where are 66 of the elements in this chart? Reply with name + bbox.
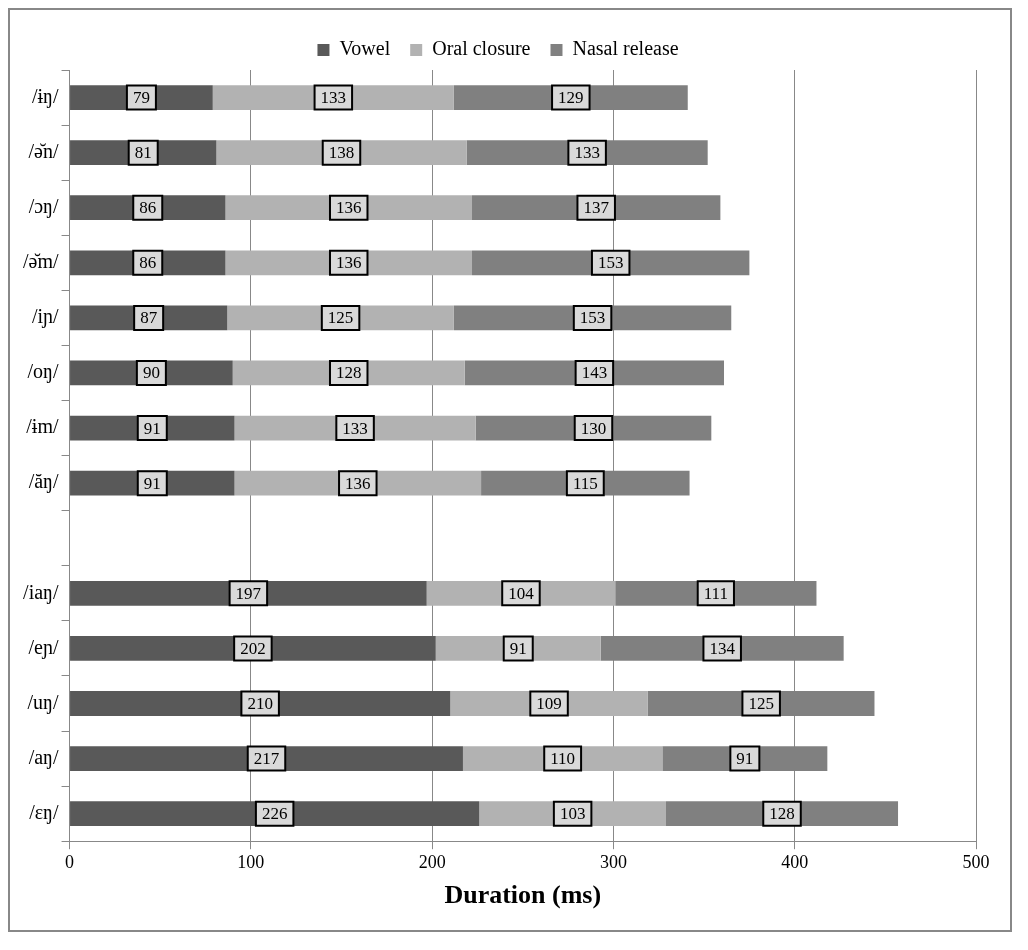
data-label: 91 [736, 749, 754, 769]
data-label: 104 [508, 583, 535, 603]
data-label: 136 [335, 253, 362, 273]
data-label: 125 [748, 693, 774, 713]
y-tick-label: /uŋ/ [27, 690, 59, 714]
y-tick-label: /ăŋ/ [28, 470, 59, 494]
data-label: 133 [342, 418, 368, 438]
legend-label: Oral closure [432, 37, 531, 60]
x-tick-label: 300 [599, 851, 627, 872]
data-label: 136 [335, 198, 362, 218]
data-label: 153 [597, 253, 624, 273]
data-label: 86 [139, 198, 157, 218]
data-label: 115 [572, 473, 598, 493]
y-tick-label: /iɲ/ [31, 305, 59, 329]
data-label: 134 [709, 638, 736, 658]
x-tick-label: 400 [781, 851, 809, 872]
y-tick-label: /ə̆n/ [28, 139, 59, 162]
data-label: 91 [143, 473, 161, 493]
data-label: 133 [320, 88, 347, 108]
bar [70, 636, 436, 661]
data-label: 81 [134, 143, 152, 163]
data-label: 197 [235, 583, 262, 603]
data-label: 226 [261, 804, 288, 824]
data-label: 79 [132, 88, 150, 108]
legend-label: Vowel [339, 37, 391, 60]
bar [70, 801, 480, 827]
data-label: 133 [574, 143, 600, 163]
data-label: 86 [139, 253, 157, 273]
data-label: 103 [559, 804, 586, 824]
y-tick-label: /iaŋ/ [23, 580, 59, 604]
x-tick-label: 500 [962, 851, 990, 872]
data-label: 217 [253, 749, 280, 769]
y-tick-label: /ɛŋ/ [29, 800, 59, 824]
x-tick-label: 100 [237, 851, 265, 872]
data-label: 128 [769, 804, 795, 824]
y-tick-label: /ɨm/ [26, 415, 59, 438]
data-label: 90 [142, 363, 160, 383]
data-label: 210 [247, 693, 273, 713]
data-label: 202 [240, 638, 266, 658]
bar [70, 691, 451, 716]
x-axis-title: Duration (ms) [444, 880, 602, 910]
y-tick-label: /ɨŋ/ [31, 84, 59, 108]
data-label: 137 [583, 198, 610, 218]
data-label: 111 [703, 583, 728, 603]
data-label: 129 [558, 88, 584, 108]
y-tick-label: /ɔŋ/ [28, 194, 59, 218]
data-label: 91 [143, 418, 161, 438]
data-label: 138 [328, 143, 355, 163]
data-label: 125 [327, 308, 354, 328]
data-label: 136 [345, 473, 371, 493]
y-tick-label: /oŋ/ [27, 360, 59, 384]
data-label: 109 [536, 693, 562, 713]
x-tick-label: 0 [65, 851, 75, 872]
y-tick-label: /ə̆m/ [23, 250, 59, 273]
legend-label: Nasal release [572, 37, 679, 60]
y-tick-label: /aŋ/ [28, 745, 59, 769]
bar [70, 746, 463, 771]
data-label: 87 [140, 308, 158, 328]
y-tick-label: /eɲ/ [28, 635, 59, 659]
data-label: 130 [580, 418, 607, 438]
data-label: 143 [581, 363, 608, 383]
data-label: 153 [579, 308, 606, 328]
data-label: 128 [335, 363, 362, 383]
x-tick-label: 200 [418, 851, 446, 872]
data-label: 110 [550, 749, 576, 769]
data-label: 91 [509, 638, 527, 658]
